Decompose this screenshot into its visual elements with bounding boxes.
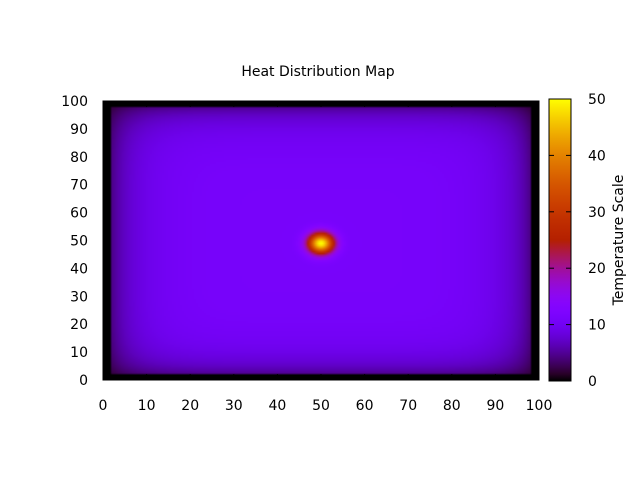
- y-tick-label: 60: [70, 206, 88, 222]
- x-tick-label: 0: [99, 398, 108, 414]
- x-axis: 0 10 20 30 40 50 60 70 80 90 100: [99, 101, 553, 414]
- colorbar-tick-label: 40: [588, 148, 606, 164]
- colorbar-axis: 0 10 20 30 40 50: [549, 92, 606, 390]
- x-tick-label: 100: [526, 398, 553, 414]
- y-axis: 0 10 20 30 40 50 60 70 80 90 100: [61, 94, 539, 389]
- x-tick-label: 60: [356, 398, 374, 414]
- x-tick-label: 10: [138, 398, 156, 414]
- x-tick-label: 90: [486, 398, 504, 414]
- y-tick-label: 40: [70, 261, 88, 277]
- y-tick-label: 80: [70, 150, 88, 166]
- x-tick-label: 20: [181, 398, 199, 414]
- colorbar-tick-label: 50: [588, 92, 606, 108]
- y-tick-label: 0: [79, 373, 88, 389]
- colorbar-label: Temperature Scale: [611, 175, 627, 307]
- colorbar: [549, 99, 571, 381]
- y-tick-label: 90: [70, 122, 88, 138]
- x-tick-label: 30: [225, 398, 243, 414]
- x-tick-label: 70: [399, 398, 417, 414]
- x-tick-label: 50: [312, 398, 330, 414]
- y-tick-label: 30: [70, 289, 88, 305]
- colorbar-tick-label: 10: [588, 318, 606, 334]
- y-tick-label: 50: [70, 234, 88, 250]
- x-tick-label: 80: [443, 398, 461, 414]
- colorbar-tick-label: 20: [588, 261, 606, 277]
- x-tick-label: 40: [268, 398, 286, 414]
- colorbar-tick-label: 0: [588, 374, 597, 390]
- chart-title: Heat Distribution Map: [241, 64, 394, 80]
- heatmap-image: [103, 101, 539, 380]
- colorbar-frame: [548, 98, 572, 382]
- y-tick-label: 100: [61, 94, 88, 110]
- y-tick-label: 70: [70, 178, 88, 194]
- colorbar-tick-label: 30: [588, 205, 606, 221]
- y-tick-label: 20: [70, 317, 88, 333]
- y-tick-label: 10: [70, 345, 88, 361]
